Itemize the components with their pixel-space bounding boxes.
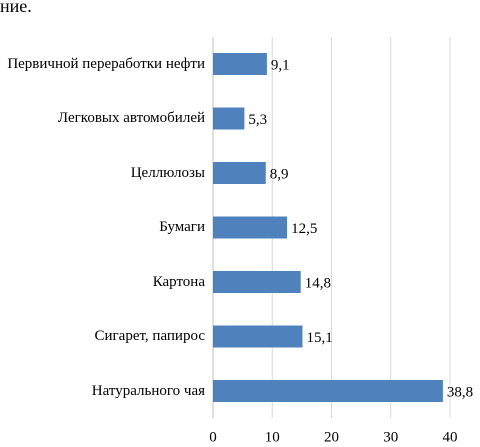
- category-text: Легковых автомобилей: [57, 110, 205, 126]
- data-label: 15,1: [306, 330, 332, 346]
- bar: [213, 162, 266, 184]
- x-tick-label: 10: [265, 429, 280, 445]
- data-label: 14,8: [305, 275, 331, 291]
- category-label: Натурального чая: [0, 383, 205, 400]
- category-label: Бумаги: [0, 219, 205, 236]
- bar: [213, 216, 288, 239]
- bar: [213, 325, 303, 348]
- page-text: ние.: [0, 0, 32, 16]
- x-tick-label: 30: [383, 429, 398, 445]
- category-text: Бумаги: [159, 219, 205, 235]
- category-text: Целлюлозы: [130, 164, 205, 181]
- category-label: Целлюлозы: [0, 165, 205, 182]
- data-label: 38,8: [447, 384, 473, 400]
- bar: [213, 380, 443, 402]
- x-tick-label: 40: [443, 429, 458, 445]
- category-label: Сигарет, папирос: [0, 328, 205, 345]
- x-tick-label: 0: [209, 429, 217, 445]
- data-label: 8,9: [270, 166, 289, 182]
- category-text: Натурального чая: [91, 382, 205, 399]
- x-tick-label: 20: [324, 429, 339, 445]
- data-label: 5,3: [248, 112, 267, 128]
- category-label: Первичной переработки нефти: [0, 56, 205, 73]
- bar: [213, 53, 267, 75]
- category-text: Сигарет, папирос: [94, 328, 205, 344]
- data-label: 9,1: [271, 57, 290, 73]
- category-text: Первичной переработки нефти: [7, 55, 205, 72]
- category-label: Легковых автомобилей: [0, 110, 205, 127]
- category-label: Картона: [0, 274, 205, 291]
- category-text: Картона: [152, 273, 205, 290]
- data-label: 12,5: [291, 221, 317, 237]
- bar: [213, 271, 301, 293]
- bar: [213, 107, 245, 130]
